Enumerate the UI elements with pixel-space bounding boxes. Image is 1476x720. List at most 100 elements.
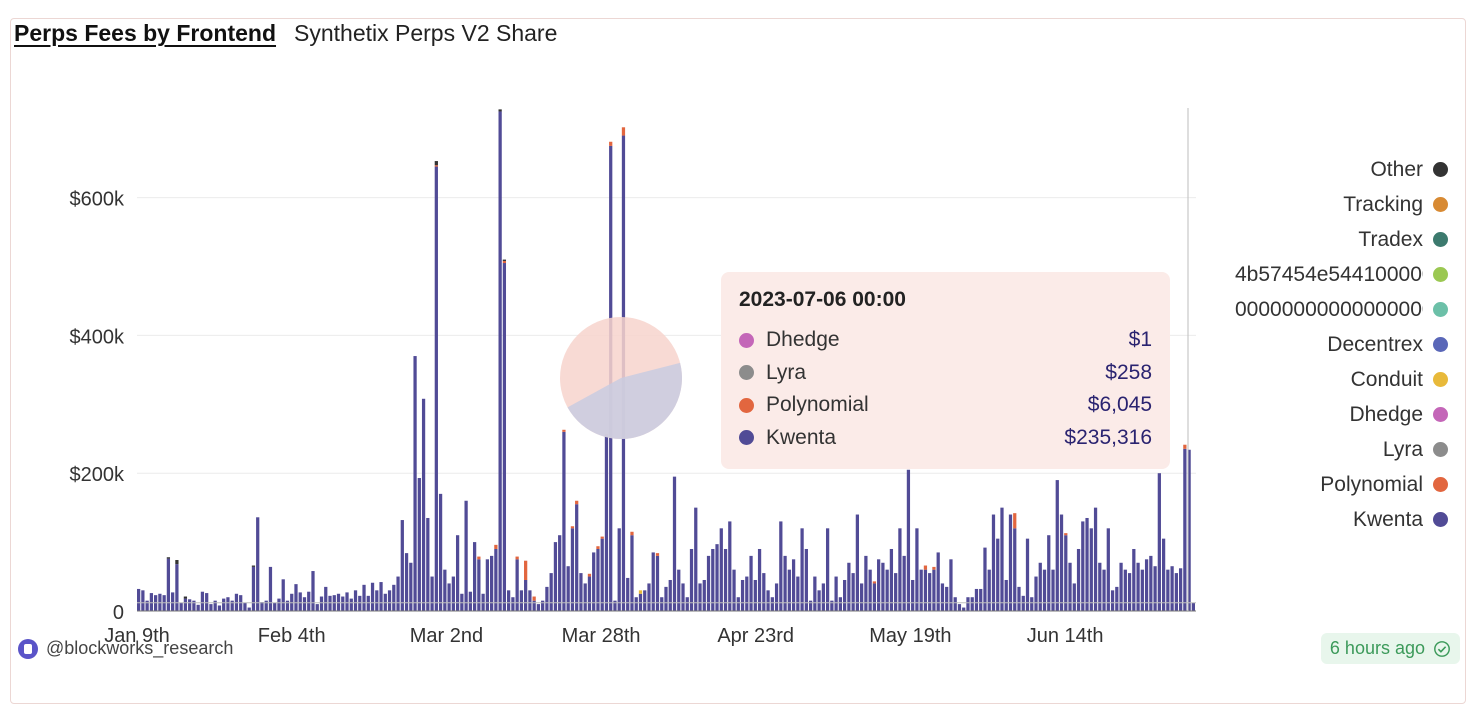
bar-segment	[630, 531, 634, 536]
bar-segment	[409, 562, 413, 611]
tooltip-row: Dhedge $1	[739, 324, 1152, 357]
bar-segment	[796, 576, 800, 611]
bar-segment	[464, 500, 468, 611]
bar-segment	[711, 548, 715, 611]
bar-segment	[145, 600, 149, 611]
bar-segment	[217, 605, 222, 611]
legend-item[interactable]: 4b57454e54410000000000000000000000000000…	[1188, 257, 1448, 292]
bar-segment	[600, 538, 604, 611]
bar-segment	[860, 583, 864, 611]
tooltip-swatch	[739, 430, 754, 446]
bar-segment	[774, 583, 779, 611]
bar-segment	[1183, 444, 1187, 449]
bar-segment	[851, 573, 855, 611]
legend-item[interactable]: Other	[1188, 152, 1448, 187]
bar-segment	[889, 548, 894, 611]
legend-swatch	[1433, 442, 1448, 457]
legend-item[interactable]: Tradex	[1188, 222, 1448, 257]
bar-segment	[524, 579, 528, 611]
legend-item[interactable]: Conduit	[1188, 362, 1448, 397]
bar-segment	[498, 109, 502, 112]
hover-tooltip: 2023-07-06 00:00 Dhedge $1 Lyra $258 Polynom…	[721, 272, 1170, 469]
bar-segment	[651, 552, 655, 611]
x-tick-label: Apr 23rd	[717, 625, 794, 647]
bar-segment	[511, 597, 515, 611]
bar-segment	[706, 555, 711, 611]
bar-segment	[855, 514, 860, 611]
y-tick-label: $600k	[70, 189, 125, 211]
bar-segment	[1157, 473, 1161, 611]
legend-item[interactable]: Lyra	[1188, 432, 1448, 467]
bar-segment	[740, 579, 745, 611]
legend-item[interactable]: 0000000000000000000000000000000000000000…	[1188, 292, 1448, 327]
bar-segment	[770, 597, 774, 611]
y-tick-label: $200k	[70, 464, 125, 486]
author-attribution[interactable]: @blockworks_research	[18, 638, 233, 659]
bar-segment	[898, 528, 902, 611]
bar-segment	[1068, 562, 1072, 611]
bar-segment	[570, 526, 575, 529]
bar-segment	[970, 597, 974, 611]
tooltip-series-label: Kwenta	[766, 425, 837, 449]
bar-segment	[1174, 573, 1178, 611]
bar-segment	[1021, 595, 1025, 611]
bar-segment	[877, 559, 881, 611]
bar-segment	[1153, 566, 1157, 611]
bar-segment	[791, 559, 796, 611]
bar-segment	[783, 555, 787, 611]
bar-segment	[685, 597, 689, 611]
bar-segment	[983, 547, 987, 611]
bar-segment	[745, 576, 749, 611]
chart-title-link[interactable]: Perps Fees by Frontend	[14, 20, 277, 46]
bar-segment	[1106, 528, 1110, 611]
bar-segment	[677, 569, 681, 611]
x-tick-label: Mar 2nd	[410, 625, 483, 647]
legend-item[interactable]: Dhedge	[1188, 397, 1448, 432]
bar-segment	[392, 584, 396, 611]
bar-segment	[779, 521, 783, 611]
legend-item[interactable]: Tracking	[1188, 187, 1448, 222]
bar-segment	[613, 600, 617, 611]
bar-segment	[579, 573, 583, 611]
bar-segment	[787, 569, 791, 611]
bar-segment	[1076, 548, 1081, 611]
bar-segment	[200, 591, 205, 611]
bar-segment	[834, 576, 838, 611]
legend-item[interactable]: Polynomial	[1188, 467, 1448, 502]
bar-segment	[762, 573, 766, 611]
bar-segment	[749, 555, 753, 611]
bar-segment	[345, 592, 349, 611]
bar-segment	[936, 552, 940, 611]
legend-item[interactable]: Kwenta	[1188, 502, 1448, 537]
bar-segment	[166, 558, 171, 611]
legend-item[interactable]: Decentrex	[1188, 327, 1448, 362]
author-handle: @blockworks_research	[46, 638, 234, 658]
bar-segment	[919, 569, 923, 611]
bar-segment	[638, 590, 643, 594]
bar-segment	[362, 584, 366, 611]
bar-segment	[175, 564, 179, 611]
legend-label: Tracking	[1343, 192, 1423, 216]
chart-legend: Other Tracking Tradex 4b57454e54410000 00000…	[1188, 152, 1448, 537]
bar-segment	[1013, 513, 1017, 529]
x-tick-label: May 19th	[869, 625, 951, 647]
bar-segment	[430, 576, 434, 611]
bar-segment	[298, 592, 302, 611]
bar-segment	[396, 576, 400, 611]
legend-swatch	[1433, 267, 1448, 282]
bar-segment	[753, 579, 757, 611]
bar-segment	[825, 528, 830, 611]
bar-segment	[1034, 576, 1038, 611]
bar-segment	[575, 500, 579, 505]
bar-segment	[847, 562, 851, 611]
bar-segment	[1000, 507, 1004, 611]
bar-segment	[604, 435, 609, 611]
tooltip-swatch	[739, 332, 754, 348]
bar-segment	[570, 528, 575, 611]
bar-segment	[502, 259, 507, 261]
bar-segment	[596, 546, 600, 549]
bar-segment	[285, 600, 290, 611]
tooltip-series-label: Lyra	[766, 360, 807, 384]
legend-label: Polynomial	[1320, 472, 1423, 496]
